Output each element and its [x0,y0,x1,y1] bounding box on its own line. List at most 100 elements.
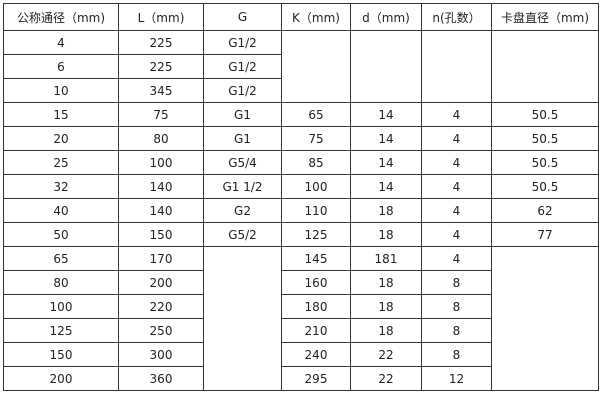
table-cell: 225 [118,54,204,79]
table-cell: 25 [3,150,119,175]
table-cell: 50.5 [491,174,599,199]
table-cell: 18 [350,294,422,319]
table-cell: 200 [118,270,204,295]
table-cell: 160 [281,270,351,295]
table-cell: 4 [421,198,492,223]
table-cell: 345 [118,78,204,103]
table-cell: 12 [421,366,492,391]
table-cell: 20 [3,126,119,151]
table-cell: 4 [3,30,119,55]
table-cell: 85 [281,150,351,175]
column-header: G [203,3,282,31]
table-cell: 40 [3,198,119,223]
table-row: 50 150 G5/2 125 18 4 77 [3,222,599,247]
table-cell [203,246,282,391]
table-cell: 14 [350,174,422,199]
table-cell: 80 [3,270,119,295]
table-row: 40 140 G2 110 18 4 62 [3,198,599,223]
table-cell [281,30,351,103]
table-cell: 8 [421,318,492,343]
table-row: 200 360 295 22 12 [3,366,599,391]
column-header: 公称通径（mm) [3,3,119,31]
table-cell: 295 [281,366,351,391]
table-row: 65 170 145 181 4 [3,246,599,391]
table-cell: 4 [421,246,492,271]
table-cell: 4 [421,150,492,175]
table-cell: 360 [118,366,204,391]
table-cell: 110 [281,198,351,223]
table-cell: 150 [3,342,119,367]
table-cell: 14 [350,102,422,127]
table-cell: 6 [3,54,119,79]
table-row: 4 225 G1/2 [3,30,599,103]
table-cell: 150 [118,222,204,247]
table-row: 32 140 G1 1/2 100 14 4 50.5 [3,174,599,199]
table-cell: 4 [421,174,492,199]
table-cell: 4 [421,222,492,247]
table-cell: G2 [203,198,282,223]
table-cell: 170 [118,246,204,271]
table-row: 125 250 210 18 8 [3,318,599,343]
table-cell: 225 [118,30,204,55]
table-cell: G1/2 [203,30,282,55]
table-cell: 50 [3,222,119,247]
table-cell [491,246,599,391]
table-cell: 50.5 [491,102,599,127]
table-cell: 22 [350,366,422,391]
table-cell: 145 [281,246,351,271]
table-row: 25 100 G5/4 85 14 4 50.5 [3,150,599,175]
table-cell: 4 [421,126,492,151]
table-row: 20 80 G1 75 14 4 50.5 [3,126,599,151]
table-cell: 4 [421,102,492,127]
table-cell: 18 [350,318,422,343]
table-cell: 50.5 [491,150,599,175]
table-cell [350,30,422,103]
table-cell: G1/2 [203,78,282,103]
table-cell: 10 [3,78,119,103]
table-cell: 100 [3,294,119,319]
table-cell: G5/2 [203,222,282,247]
table-cell: 14 [350,126,422,151]
table-cell: 140 [118,198,204,223]
column-header: L（mm) [118,3,204,31]
table-row: 80 200 160 18 8 [3,270,599,295]
table-cell: G1/2 [203,54,282,79]
table-cell: 32 [3,174,119,199]
table-cell: 8 [421,270,492,295]
table-cell: 100 [281,174,351,199]
table-cell: 62 [491,198,599,223]
table-cell: 125 [3,318,119,343]
table-cell: 8 [421,294,492,319]
table-cell: 80 [118,126,204,151]
table-cell [491,30,599,103]
table-cell: 18 [350,270,422,295]
table-cell: 240 [281,342,351,367]
table-cell: 77 [491,222,599,247]
table-cell: G1 [203,102,282,127]
table-cell: 65 [281,102,351,127]
table-cell: 300 [118,342,204,367]
table-cell: 100 [118,150,204,175]
table-row: 15 75 G1 65 14 4 50.5 [3,102,599,127]
table-cell: 22 [350,342,422,367]
table-cell: G1 [203,126,282,151]
table-cell: 125 [281,222,351,247]
table-cell: 220 [118,294,204,319]
table-cell: 140 [118,174,204,199]
table-cell: G1 1/2 [203,174,282,199]
table-cell: 75 [118,102,204,127]
table-row: 150 300 240 22 8 [3,342,599,367]
table-cell: 180 [281,294,351,319]
table-row: 6 225 G1/2 [3,54,599,79]
table-cell: G5/4 [203,150,282,175]
table-cell: 50.5 [491,126,599,151]
table-cell: 200 [3,366,119,391]
table-cell: 181 [350,246,422,271]
header-row: 公称通径（mm) L（mm) G K（mm) d（mm) n(孔数） 卡盘直径（mm) [3,3,599,31]
column-header: K（mm) [281,3,351,31]
table-cell: 15 [3,102,119,127]
table-cell: 8 [421,342,492,367]
table-cell: 75 [281,126,351,151]
table-cell: 65 [3,246,119,271]
